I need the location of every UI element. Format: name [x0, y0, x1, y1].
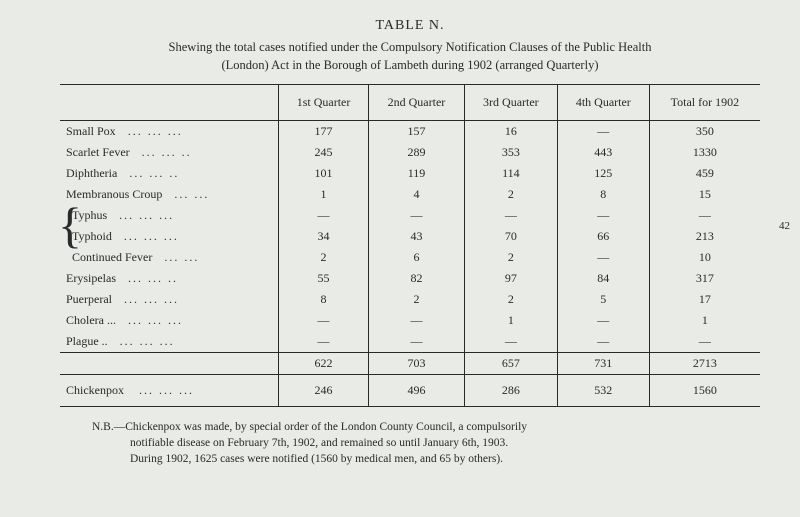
row-label: Membranous Croup ... ... — [60, 184, 279, 205]
cell-total: 350 — [649, 121, 760, 143]
cell-q1: 101 — [279, 163, 369, 184]
cell-q1: 34 — [279, 226, 369, 247]
cell-q2: 157 — [369, 121, 465, 143]
cell-total: 17 — [649, 289, 760, 310]
cell-q2: 289 — [369, 142, 465, 163]
cell-q1: 55 — [279, 268, 369, 289]
brace-cell: { — [60, 205, 68, 226]
chickenpox-total: 1560 — [649, 375, 760, 407]
cell-q3: 2 — [464, 289, 557, 310]
cell-q2: — — [369, 205, 465, 226]
row-label: Diphtheria ... ... .. — [60, 163, 279, 184]
table-title: TABLE N. — [60, 18, 760, 34]
totals-label — [60, 353, 279, 375]
cell-q2: 2 — [369, 289, 465, 310]
row-label: Scarlet Fever ... ... .. — [60, 142, 279, 163]
cell-q1: 8 — [279, 289, 369, 310]
totals-q1: 622 — [279, 353, 369, 375]
row-label: Plague .. ... ... ... — [60, 331, 279, 353]
chickenpox-q1: 246 — [279, 375, 369, 407]
totals-total: 2713 — [649, 353, 760, 375]
cell-q4: 66 — [557, 226, 649, 247]
table-subtitle: Shewing the total cases notified under t… — [60, 38, 760, 74]
cell-q2: 43 — [369, 226, 465, 247]
cell-total: 1330 — [649, 142, 760, 163]
cell-total: 213 — [649, 226, 760, 247]
cell-q2: 4 — [369, 184, 465, 205]
chickenpox-q4: 532 — [557, 375, 649, 407]
cell-q3: 353 — [464, 142, 557, 163]
col-q2: 2nd Quarter — [369, 85, 465, 121]
cases-table: 1st Quarter 2nd Quarter 3rd Quarter 4th … — [60, 84, 760, 407]
page-number: 42 — [779, 220, 790, 232]
cell-q4: — — [557, 247, 649, 268]
cell-q1: — — [279, 331, 369, 353]
cell-q3: 2 — [464, 247, 557, 268]
cell-q3: 97 — [464, 268, 557, 289]
footnote: N.B.—Chickenpox was made, by special ord… — [60, 419, 760, 467]
cell-q4: 443 — [557, 142, 649, 163]
cell-q1: 2 — [279, 247, 369, 268]
cell-q1: 1 — [279, 184, 369, 205]
cell-q4: — — [557, 310, 649, 331]
cell-q2: 119 — [369, 163, 465, 184]
cell-total: 459 — [649, 163, 760, 184]
cell-q2: — — [369, 331, 465, 353]
cell-total: 317 — [649, 268, 760, 289]
col-blank — [60, 85, 279, 121]
cell-q2: 6 — [369, 247, 465, 268]
cell-q4: 8 — [557, 184, 649, 205]
row-label: Small Pox ... ... ... — [60, 121, 279, 143]
row-label: Cholera ... ... ... ... — [60, 310, 279, 331]
col-total: Total for 1902 — [649, 85, 760, 121]
row-label: Erysipelas ... ... .. — [60, 268, 279, 289]
cell-q3: — — [464, 205, 557, 226]
cell-q3: 2 — [464, 184, 557, 205]
cell-q4: 84 — [557, 268, 649, 289]
cell-total: 10 — [649, 247, 760, 268]
cell-q3: 16 — [464, 121, 557, 143]
row-label: Typhus ... ... ... — [68, 205, 279, 226]
cell-q4: — — [557, 331, 649, 353]
cell-q3: 1 — [464, 310, 557, 331]
brace-cell — [60, 226, 68, 247]
brace-cell — [60, 247, 68, 268]
cell-q4: — — [557, 121, 649, 143]
cell-q4: 5 — [557, 289, 649, 310]
totals-q2: 703 — [369, 353, 465, 375]
row-label: Typhoid ... ... ... — [68, 226, 279, 247]
cell-q3: 70 — [464, 226, 557, 247]
cell-q1: 245 — [279, 142, 369, 163]
row-label: Puerperal ... ... ... — [60, 289, 279, 310]
col-q3: 3rd Quarter — [464, 85, 557, 121]
cell-total: 15 — [649, 184, 760, 205]
cell-q3: 114 — [464, 163, 557, 184]
cell-total: 1 — [649, 310, 760, 331]
row-label: Continued Fever ... ... — [68, 247, 279, 268]
cell-q4: 125 — [557, 163, 649, 184]
cell-q2: 82 — [369, 268, 465, 289]
cell-q1: — — [279, 205, 369, 226]
chickenpox-q2: 496 — [369, 375, 465, 407]
cell-total: — — [649, 205, 760, 226]
col-q4: 4th Quarter — [557, 85, 649, 121]
cell-q4: — — [557, 205, 649, 226]
cell-q2: — — [369, 310, 465, 331]
col-q1: 1st Quarter — [279, 85, 369, 121]
chickenpox-q3: 286 — [464, 375, 557, 407]
cell-q1: — — [279, 310, 369, 331]
chickenpox-label: Chickenpox ... ... ... — [60, 375, 279, 407]
cell-q1: 177 — [279, 121, 369, 143]
cell-total: — — [649, 331, 760, 353]
totals-q4: 731 — [557, 353, 649, 375]
cell-q3: — — [464, 331, 557, 353]
totals-q3: 657 — [464, 353, 557, 375]
